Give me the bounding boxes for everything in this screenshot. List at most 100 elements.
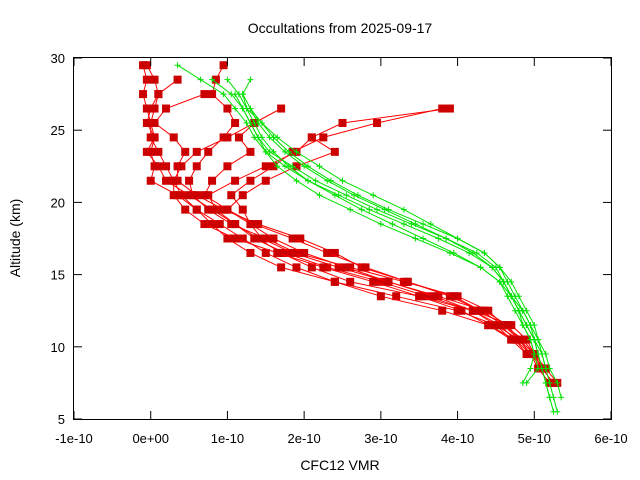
- y-tick-label: 20: [51, 195, 65, 210]
- model-point: [239, 91, 246, 98]
- measured-point: [261, 176, 270, 185]
- model-point: [220, 91, 227, 98]
- measured-point: [338, 118, 347, 127]
- axis-ticks: -1e-10 0e+00 1e-10 2e-10 3e-10 4e-10 5e-10 6e-1…: [51, 51, 628, 446]
- measured-point: [139, 61, 148, 70]
- measured-point: [300, 248, 309, 257]
- measured-point: [142, 118, 151, 127]
- measured-point: [181, 205, 190, 214]
- measured-profile-line: [146, 64, 543, 369]
- model-point: [293, 177, 300, 184]
- measured-point: [192, 162, 201, 171]
- measured-point: [211, 75, 220, 84]
- y-tick-label: 15: [51, 268, 65, 283]
- model-point: [339, 177, 346, 184]
- measured-point: [468, 306, 477, 315]
- model-point: [285, 163, 292, 170]
- model-point: [420, 221, 427, 228]
- model-profile: [239, 91, 542, 386]
- measured-point: [292, 162, 301, 171]
- model-point: [558, 394, 565, 401]
- measured-point: [223, 133, 232, 142]
- measured-point: [139, 90, 148, 99]
- measured-point: [334, 263, 343, 272]
- measured-point: [526, 350, 535, 359]
- model-point: [247, 119, 254, 126]
- measured-point: [376, 292, 385, 301]
- model-point: [239, 105, 246, 112]
- model-point: [232, 105, 239, 112]
- measured-profile-line: [188, 64, 554, 384]
- model-point: [293, 148, 300, 155]
- model-point: [224, 76, 231, 83]
- measured-point: [257, 234, 266, 243]
- measured-point: [173, 162, 182, 171]
- model-point: [477, 264, 484, 271]
- model-point: [270, 134, 277, 141]
- model-point: [327, 177, 334, 184]
- measured-point: [373, 118, 382, 127]
- y-axis-label: Altitude (km): [7, 199, 23, 278]
- model-point: [527, 365, 534, 372]
- measured-point: [246, 248, 255, 257]
- measured-point: [215, 220, 224, 229]
- measured-point: [231, 176, 240, 185]
- x-axis-label: CFC12 VMR: [300, 457, 379, 473]
- measured-point: [346, 277, 355, 286]
- measured-profile-line: [226, 136, 527, 355]
- x-tick-label: 5e-10: [518, 431, 551, 446]
- measured-point: [204, 205, 213, 214]
- measured-point: [403, 277, 412, 286]
- measured-point: [330, 277, 339, 286]
- measured-profile: [185, 61, 558, 387]
- measured-point: [208, 90, 217, 99]
- chart-title: Occultations from 2025-09-17: [248, 20, 433, 36]
- measured-point: [499, 321, 508, 330]
- measured-point: [169, 133, 178, 142]
- model-point: [370, 192, 377, 199]
- model-point: [531, 351, 538, 358]
- model-point: [546, 379, 553, 386]
- model-point: [354, 192, 361, 199]
- measured-point: [200, 90, 209, 99]
- model-point: [508, 278, 515, 285]
- measured-point: [384, 277, 393, 286]
- measured-point: [307, 263, 316, 272]
- y-tick-label: 10: [51, 340, 65, 355]
- measured-point: [369, 277, 378, 286]
- measured-point: [223, 162, 232, 171]
- model-point: [331, 192, 338, 199]
- measured-point: [445, 104, 454, 113]
- measured-point: [269, 234, 278, 243]
- model-point: [343, 192, 350, 199]
- measured-point: [238, 234, 247, 243]
- model-point: [496, 264, 503, 271]
- measured-point: [438, 104, 447, 113]
- model-point: [542, 365, 549, 372]
- measured-point: [250, 220, 259, 229]
- measured-point: [273, 248, 282, 257]
- measured-point: [223, 205, 232, 214]
- model-point: [454, 235, 461, 242]
- measured-point: [307, 133, 316, 142]
- model-point: [247, 105, 254, 112]
- measured-point: [323, 248, 332, 257]
- model-point: [232, 91, 239, 98]
- measured-point: [330, 248, 339, 257]
- model-point: [316, 163, 323, 170]
- measured-point: [449, 292, 458, 301]
- measured-point: [246, 147, 255, 156]
- measured-point: [288, 248, 297, 257]
- model-point: [469, 249, 476, 256]
- measured-point: [361, 263, 370, 272]
- x-tick-label: -1e-10: [55, 431, 93, 446]
- measured-point: [261, 248, 270, 257]
- measured-point: [192, 191, 201, 200]
- measured-point: [146, 104, 155, 113]
- measured-point: [162, 162, 171, 171]
- model-point: [427, 221, 434, 228]
- measured-point: [154, 147, 163, 156]
- model-point: [554, 408, 561, 415]
- model-profile: [239, 76, 561, 415]
- measured-point: [514, 335, 523, 344]
